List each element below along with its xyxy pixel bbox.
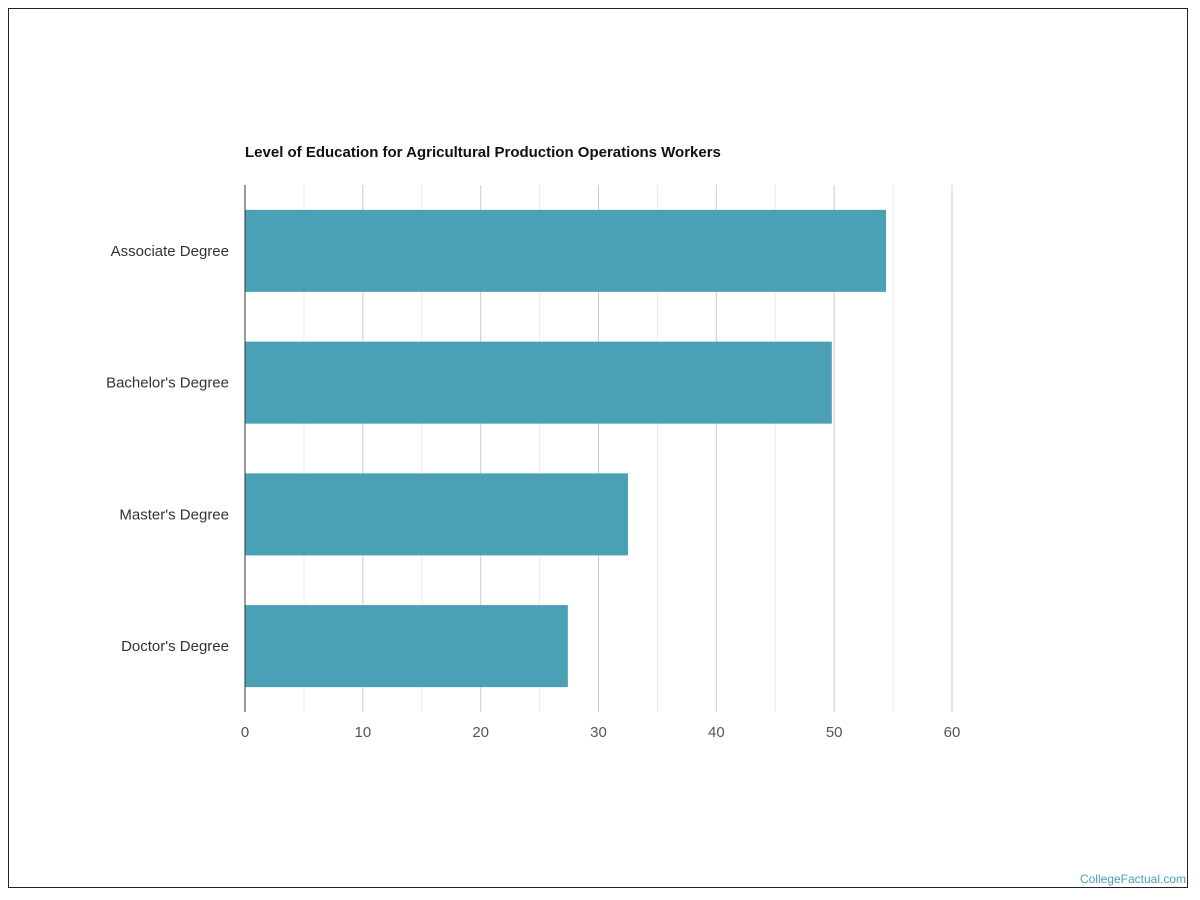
category-label: Master's Degree [119, 506, 229, 523]
category-label: Bachelor's Degree [106, 375, 229, 392]
bars [245, 209, 887, 688]
bar [245, 605, 568, 688]
category-label: Doctor's Degree [121, 638, 229, 655]
bar [245, 209, 887, 292]
x-tick-label: 0 [241, 724, 249, 741]
category-labels: Associate Degree Bachelor's Degree Master'… [106, 243, 229, 655]
x-axis-ticks: 0 10 20 30 40 50 60 [241, 724, 961, 741]
watermark-link[interactable]: CollegeFactual.com [1079, 872, 1186, 886]
bar [245, 473, 628, 556]
x-tick-label: 60 [944, 724, 961, 741]
x-tick-label: 40 [708, 724, 725, 741]
bar [245, 341, 832, 424]
x-tick-label: 10 [354, 724, 371, 741]
x-tick-label: 20 [472, 724, 489, 741]
x-tick-label: 30 [590, 724, 607, 741]
x-tick-label: 50 [826, 724, 843, 741]
category-label: Associate Degree [111, 243, 229, 260]
chart-title: Level of Education for Agricultural Prod… [245, 144, 721, 161]
